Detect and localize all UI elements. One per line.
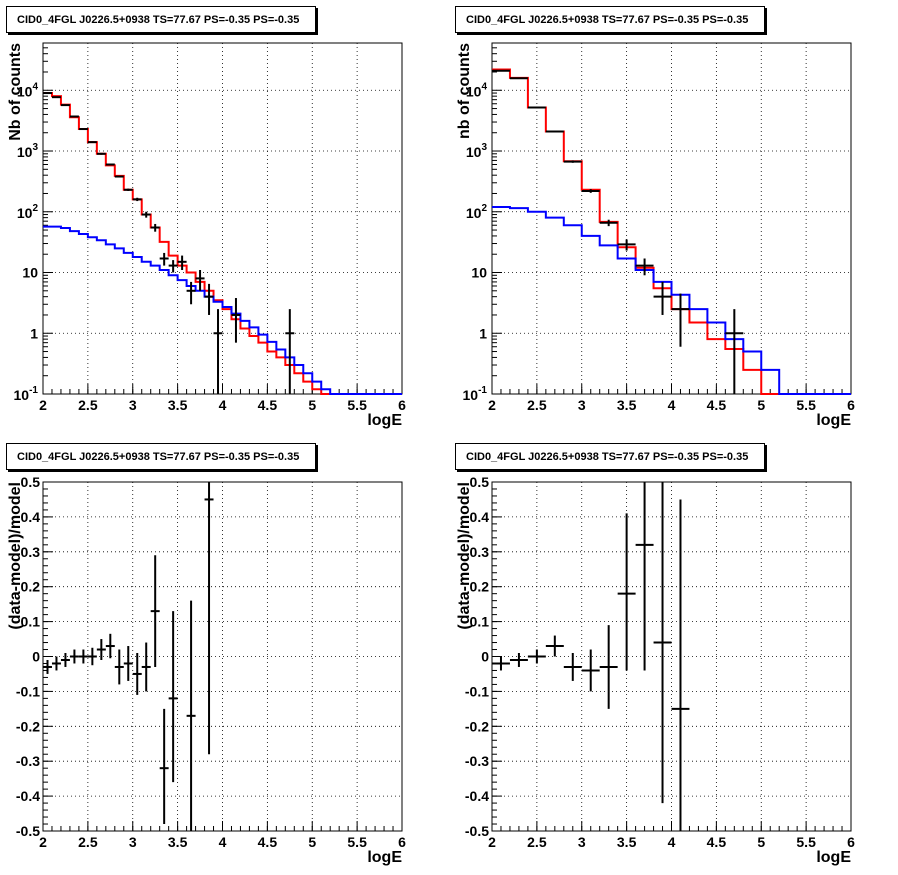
panel-residuals-right: CID0_4FGL J0226.5+0938 TS=77.67 PS=-0.35…: [449, 437, 898, 875]
y-tick-label: -0.2: [465, 718, 489, 734]
x-tick-label: 6: [847, 834, 855, 850]
x-tick-label: 5: [308, 834, 316, 850]
y-tick-label: 10: [471, 265, 487, 281]
y-tick-label: 0.5: [470, 474, 490, 490]
y-tick-label: 0.1: [470, 614, 490, 630]
chart-title: CID0_4FGL J0226.5+0938 TS=77.67 PS=-0.35…: [6, 443, 316, 470]
plot-frame: [42, 481, 403, 832]
y-tick-label: 103: [17, 142, 39, 160]
x-tick-label: 2.5: [78, 397, 98, 413]
y-axis-label: (data-model)/model: [7, 482, 24, 630]
y-tick-label: 102: [17, 203, 39, 221]
x-tick-label: 4: [668, 397, 676, 413]
chart-title: CID0_4FGL J0226.5+0938 TS=77.67 PS=-0.35…: [6, 6, 316, 33]
x-tick-label: 4.5: [258, 834, 278, 850]
panel-residuals-left: CID0_4FGL J0226.5+0938 TS=77.67 PS=-0.35…: [0, 437, 449, 875]
y-tick-label: 0.4: [470, 509, 490, 525]
x-tick-label: 2.5: [527, 397, 547, 413]
y-tick-label: -0.5: [465, 823, 489, 839]
x-tick-label: 5.5: [796, 397, 816, 413]
x-tick-label: 2.5: [527, 834, 547, 850]
y-tick-label: -0.1: [465, 683, 489, 699]
x-tick-label: 5.5: [796, 834, 816, 850]
x-tick-label: 4.5: [707, 834, 727, 850]
x-tick-label: 3.5: [617, 397, 637, 413]
x-tick-label: 3: [129, 397, 137, 413]
y-tick-label: 0.3: [21, 544, 41, 560]
y-axis-label: nb of counts: [456, 43, 473, 139]
y-tick-label: 0: [481, 649, 489, 665]
y-tick-label: 0.2: [21, 579, 41, 595]
chart-title: CID0_4FGL J0226.5+0938 TS=77.67 PS=-0.35…: [455, 6, 765, 33]
y-tick-label: 0.3: [470, 544, 490, 560]
x-tick-label: 2.5: [78, 834, 98, 850]
y-tick-label: -0.2: [16, 718, 40, 734]
x-axis-label: logE: [367, 849, 402, 866]
x-axis-label: logE: [816, 412, 851, 429]
x-tick-label: 2: [488, 834, 496, 850]
y-tick-label: -0.4: [465, 788, 489, 804]
model-background-histogram: [492, 205, 851, 395]
y-tick-label: 10-1: [463, 385, 488, 403]
residuals-chart-left: 2 2.5 3 3.5 4 4.5 5 5.5 6 -0.5 -0.4 -0.3 -0.2 -0.1 0 0.…: [7, 474, 406, 866]
x-tick-label: 4.5: [258, 397, 278, 413]
y-tick-label: 102: [466, 203, 488, 221]
y-tick-label: 0.1: [21, 614, 41, 630]
y-tick-label: 1: [30, 325, 38, 341]
x-axis-label: logE: [367, 412, 402, 429]
y-tick-label: 104: [466, 81, 488, 99]
y-tick-label: 0: [32, 649, 40, 665]
counts-chart-left: 2 2.5 3 3.5 4 4.5 5 5.5 6 10-1 1 10 102 103 104 logE Nb …: [7, 42, 406, 429]
x-tick-label: 5.5: [347, 834, 367, 850]
x-tick-label: 3: [129, 834, 137, 850]
y-tick-label: -0.3: [465, 753, 489, 769]
panel-counts-left: CID0_4FGL J0226.5+0938 TS=77.67 PS=-0.35…: [0, 0, 449, 437]
counts-chart-right: 2 2.5 3 3.5 4 4.5 5 5.5 6 10-1 1 10 102 103 104 logE nb …: [456, 42, 855, 429]
model-total-histogram: [43, 92, 402, 395]
y-tick-label: 10: [22, 265, 38, 281]
y-tick-label: -0.5: [16, 823, 40, 839]
plot-frame: [491, 481, 852, 832]
x-tick-label: 5: [757, 397, 765, 413]
x-tick-label: 4: [219, 397, 227, 413]
chart-title: CID0_4FGL J0226.5+0938 TS=77.67 PS=-0.35…: [455, 443, 765, 470]
x-tick-label: 5: [308, 397, 316, 413]
x-tick-label: 5.5: [347, 397, 367, 413]
x-tick-label: 3.5: [168, 834, 188, 850]
panel-counts-right: CID0_4FGL J0226.5+0938 TS=77.67 PS=-0.35…: [449, 0, 898, 437]
y-tick-label: -0.4: [16, 788, 40, 804]
x-tick-label: 4.5: [707, 397, 727, 413]
x-tick-label: 2: [488, 397, 496, 413]
x-tick-label: 2: [39, 834, 47, 850]
x-tick-label: 6: [398, 397, 406, 413]
x-tick-label: 3.5: [617, 834, 637, 850]
x-tick-label: 3: [578, 834, 586, 850]
y-axis-label: (data-model)/model: [456, 482, 473, 630]
y-tick-label: 0.5: [21, 474, 41, 490]
x-tick-label: 4: [219, 834, 227, 850]
x-axis-label: logE: [816, 849, 851, 866]
y-axis-label: Nb of counts: [7, 43, 24, 141]
y-tick-label: 0.4: [21, 509, 41, 525]
y-tick-label: 1: [479, 325, 487, 341]
y-tick-label: -0.3: [16, 753, 40, 769]
y-tick-label: 0.2: [470, 579, 490, 595]
residuals-chart-right: 2 2.5 3 3.5 4 4.5 5 5.5 6 -0.5 -0.4 -0.3 -0.2 -0.1 0 0.…: [456, 474, 855, 866]
x-tick-label: 6: [847, 397, 855, 413]
y-tick-label: 104: [17, 81, 39, 99]
y-tick-label: 103: [466, 142, 488, 160]
x-tick-label: 5: [757, 834, 765, 850]
x-tick-label: 2: [39, 397, 47, 413]
y-tick-label: 10-1: [14, 385, 39, 403]
x-tick-label: 3.5: [168, 397, 188, 413]
x-tick-label: 3: [578, 397, 586, 413]
y-tick-label: -0.1: [16, 683, 40, 699]
x-tick-label: 6: [398, 834, 406, 850]
x-tick-label: 4: [668, 834, 676, 850]
